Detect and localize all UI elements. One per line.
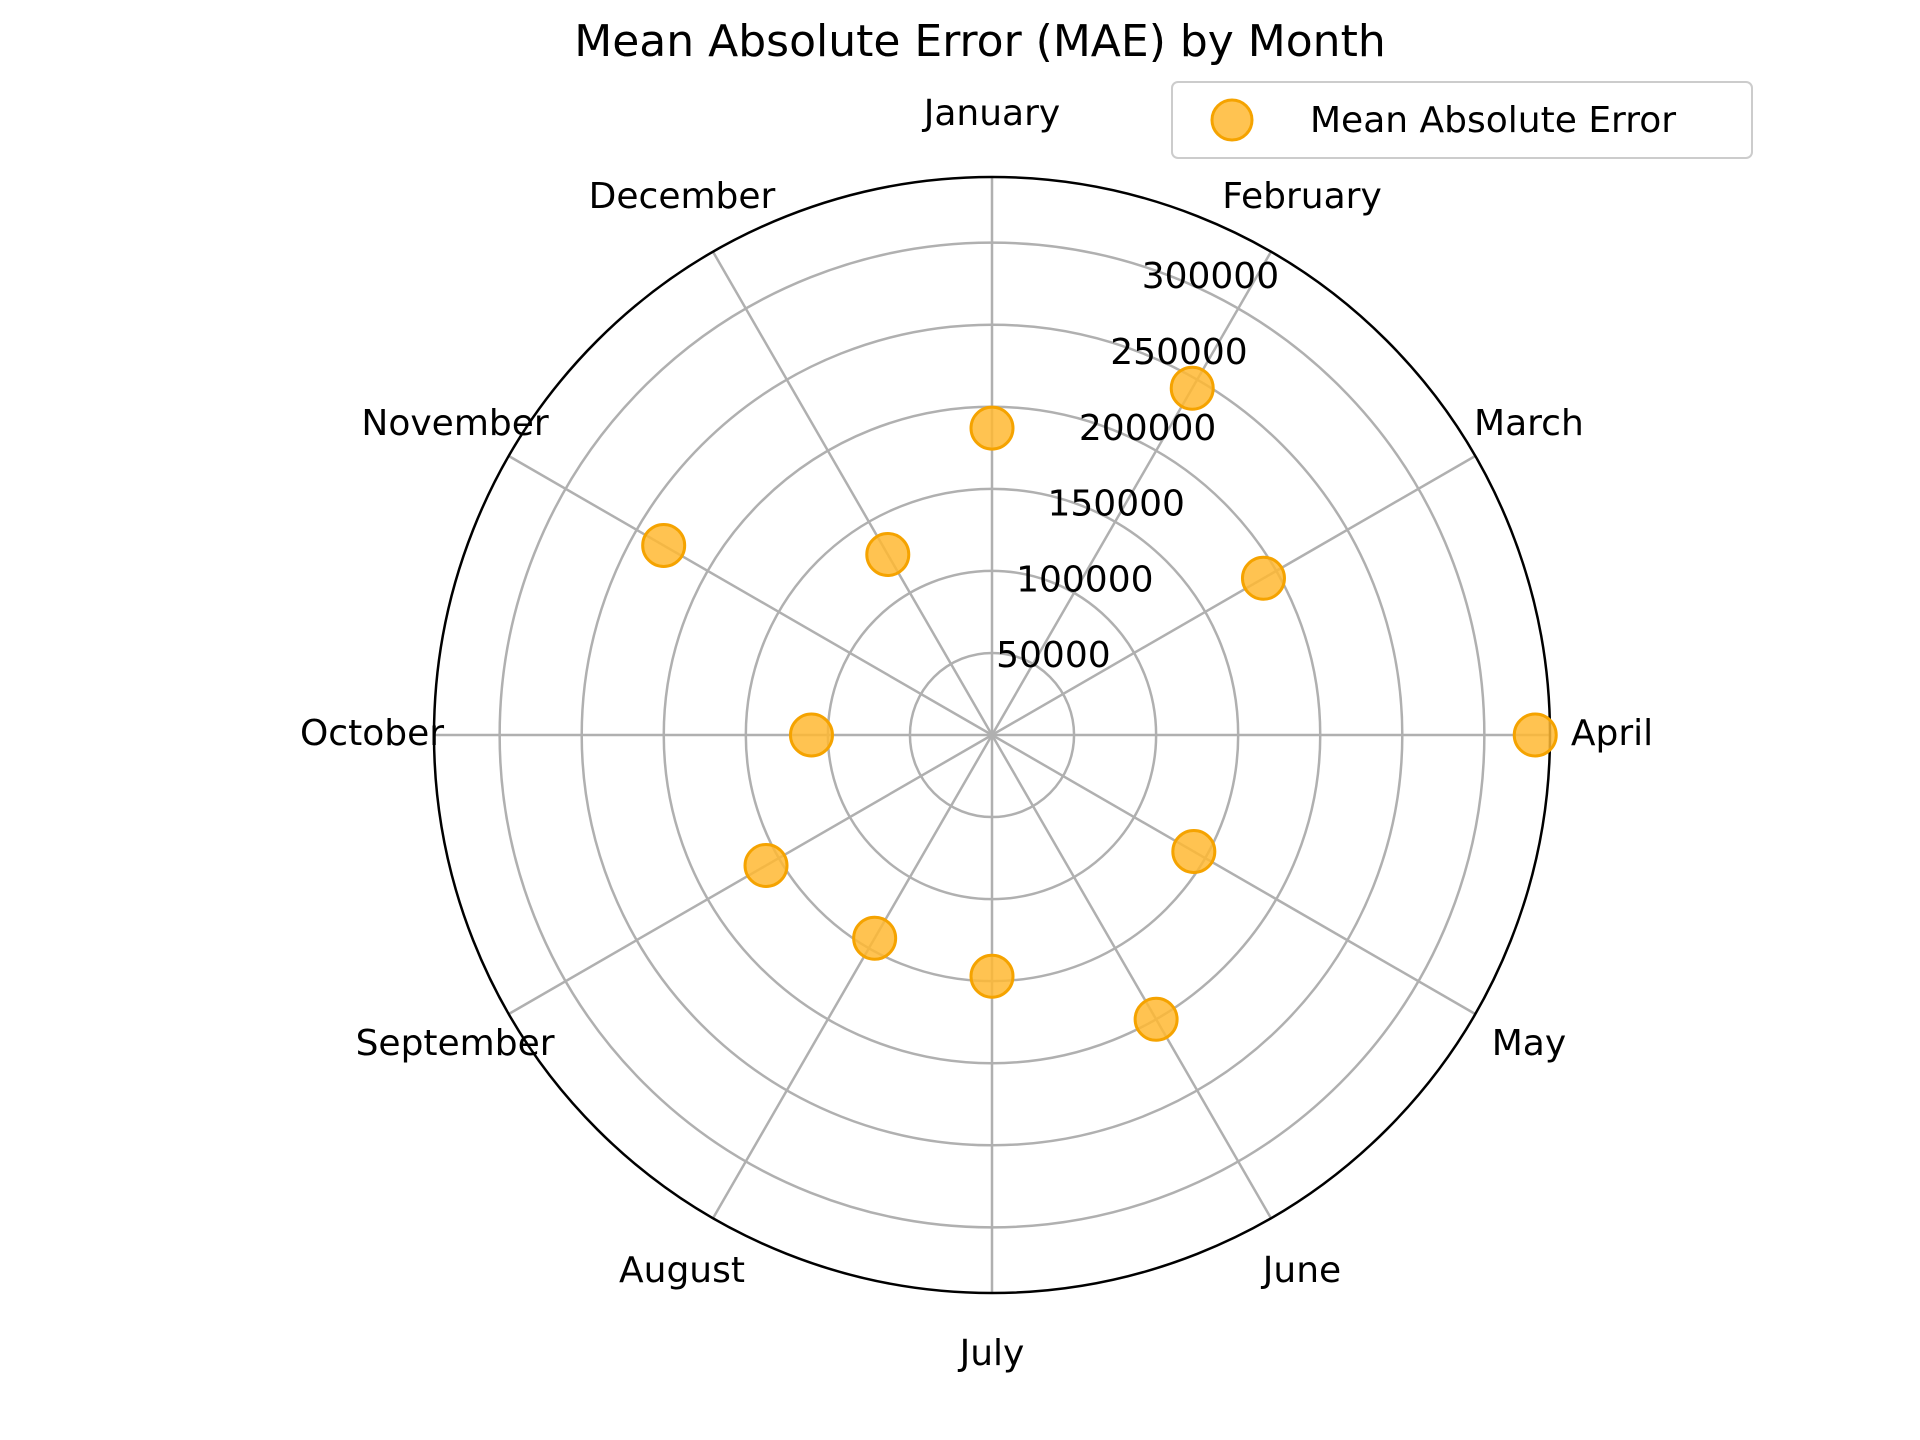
data-point-august — [852, 915, 898, 961]
month-label-june: June — [1261, 1250, 1341, 1291]
legend: Mean Absolute Error — [1171, 81, 1753, 159]
angular-gridline — [991, 733, 1476, 1016]
data-point-june — [1133, 996, 1179, 1042]
angular-gridline — [508, 454, 993, 737]
data-point-may — [1171, 829, 1217, 875]
angular-gridline — [711, 251, 994, 736]
month-label-july: July — [958, 1333, 1025, 1374]
radial-tick-labels: 50000 100000 150000 200000 250000 300000 — [996, 256, 1279, 676]
month-label-december: December — [589, 176, 776, 217]
legend-label: Mean Absolute Error — [1310, 100, 1676, 141]
data-point-february — [1169, 365, 1215, 411]
month-label-march: March — [1474, 403, 1584, 444]
data-point-september — [743, 842, 789, 888]
radial-tick-label: 200000 — [1079, 408, 1216, 449]
angular-gridline — [711, 734, 994, 1219]
legend-frame — [1171, 81, 1753, 159]
angular-gridline — [990, 251, 1273, 736]
month-label-may: May — [1492, 1023, 1566, 1064]
data-point-march — [1240, 555, 1286, 601]
radial-tick-label: 150000 — [1047, 484, 1184, 525]
month-label-april: April — [1571, 713, 1653, 754]
chart-title: Mean Absolute Error (MAE) by Month — [574, 16, 1385, 67]
polar-grid — [434, 177, 1550, 1293]
radial-tick-label: 300000 — [1142, 256, 1279, 297]
month-label-november: November — [361, 403, 548, 444]
legend-marker — [1210, 98, 1254, 142]
data-point-july — [969, 953, 1015, 999]
month-labels: January February March April May June July Augu… — [300, 93, 1653, 1374]
radial-tick-label: 250000 — [1110, 332, 1247, 373]
month-label-september: September — [356, 1023, 555, 1064]
data-point-january — [969, 405, 1015, 451]
radial-tick-label: 50000 — [996, 635, 1111, 676]
radial-tick-label: 100000 — [1016, 559, 1153, 600]
month-label-january: January — [922, 93, 1060, 134]
data-point-november — [641, 522, 687, 568]
data-point-october — [788, 712, 834, 758]
data-markers — [641, 365, 1558, 1042]
month-label-august: August — [619, 1250, 745, 1291]
data-point-december — [865, 531, 911, 577]
angular-gridline — [991, 454, 1476, 737]
data-point-april — [1512, 712, 1558, 758]
angular-gridline — [990, 734, 1273, 1219]
month-label-february: February — [1222, 176, 1382, 217]
month-label-october: October — [300, 713, 444, 754]
